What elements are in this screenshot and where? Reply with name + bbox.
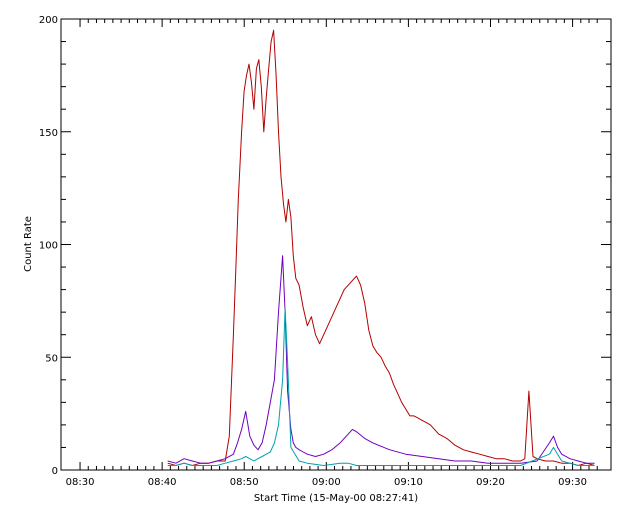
series-line-2 bbox=[167, 307, 595, 466]
x-tick-label: 09:00 bbox=[312, 477, 341, 488]
x-tick-label: 08:40 bbox=[148, 477, 177, 488]
x-tick-label: 09:10 bbox=[394, 477, 423, 488]
x-axis-ticks: 08:30 08:40 08:50 09:00 09:10 09:20 09:30 bbox=[66, 19, 598, 488]
x-axis-title: Start Time (15-May-00 08:27:41) bbox=[254, 493, 418, 504]
series-lines bbox=[167, 29, 595, 466]
x-tick-label: 09:20 bbox=[476, 477, 505, 488]
series-line-0 bbox=[167, 29, 595, 466]
y-axis-ticks: 0 50 100 150 200 bbox=[39, 15, 611, 477]
y-tick-label: 150 bbox=[39, 128, 58, 139]
y-tick-label: 0 bbox=[52, 466, 58, 477]
y-axis-title: Count Rate bbox=[23, 216, 34, 272]
x-tick-label: 08:30 bbox=[66, 477, 95, 488]
series-line-1 bbox=[167, 255, 595, 464]
x-tick-label: 09:30 bbox=[558, 477, 587, 488]
x-tick-label: 08:50 bbox=[230, 477, 259, 488]
y-tick-label: 100 bbox=[39, 241, 58, 252]
y-tick-label: 50 bbox=[45, 353, 58, 364]
y-tick-label: 200 bbox=[39, 15, 58, 26]
